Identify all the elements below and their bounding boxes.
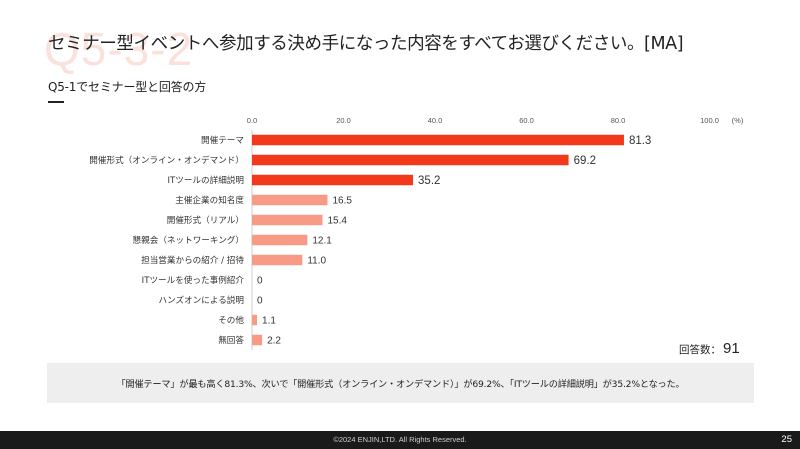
- bar-value-label: 16.5: [332, 196, 352, 207]
- x-tick-label: 100.0: [700, 116, 719, 125]
- category-label: ITツールを使った事例紹介: [142, 274, 245, 286]
- bar: [252, 194, 328, 206]
- category-label: 開催テーマ: [201, 134, 244, 146]
- category-label: 懇親会（ネットワーキング）: [133, 234, 244, 246]
- category-label: ITツールの詳細説明: [167, 174, 244, 186]
- page-title: セミナー型イベントへ参加する決め手になった内容をすべてお選びください。[MA]: [48, 34, 684, 54]
- category-label: 開催形式（リアル）: [167, 214, 244, 226]
- bar-value-label: 2.2: [267, 336, 281, 347]
- x-tick-label: 20.0: [336, 116, 351, 125]
- bar-chart: 0.0 20.0 40.0 60.0 80.0 100.0 (%) 開催テーマ 81.3 開催形式…: [89, 116, 744, 350]
- bar-value-label: 11.0: [307, 256, 326, 267]
- footer-bar: ©2024 ENJIN,LTD. All Rights Reserved. 25: [0, 431, 800, 449]
- category-label: 主催企業の知名度: [175, 194, 244, 206]
- bar: [252, 314, 258, 326]
- bar-value-label: 1.1: [262, 316, 276, 327]
- category-label: 担当営業からの紹介 / 招待: [141, 254, 244, 266]
- category-label: 無回答: [218, 334, 244, 346]
- category-label: ハンズオンによる説明: [158, 294, 244, 306]
- bar-value-label: 69.2: [574, 155, 596, 167]
- bar: [252, 234, 308, 246]
- bar-value-label: 81.3: [629, 135, 651, 147]
- watermark-question-number: Q5-3-2: [44, 23, 194, 75]
- respondent-count-value: 91: [723, 340, 740, 357]
- bar: [252, 174, 414, 186]
- bar: [252, 154, 569, 166]
- bar: [252, 134, 624, 146]
- category-label: その他: [218, 314, 244, 326]
- respondent-count-label: 回答数：: [679, 344, 721, 356]
- x-tick-label: 60.0: [519, 116, 534, 125]
- bar: [252, 254, 303, 266]
- summary-text: 「開催テーマ」が最も高く81.3%、次いで「開催形式（オンライン・オンデマンド）…: [116, 379, 685, 390]
- bar: [252, 334, 263, 346]
- x-tick-label: 80.0: [611, 116, 626, 125]
- category-label: 開催形式（オンライン・オンデマンド）: [89, 154, 244, 166]
- x-tick-label: 40.0: [428, 116, 443, 125]
- x-tick-label: 0.0: [247, 116, 257, 125]
- bar-value-label: 0: [257, 276, 263, 287]
- bar-value-label: 12.1: [312, 236, 332, 247]
- respondent-count: 回答数： 91: [679, 338, 740, 357]
- bar: [252, 214, 323, 226]
- bar-value-label: 35.2: [418, 175, 440, 187]
- copyright-text: ©2024 ENJIN,LTD. All Rights Reserved.: [333, 435, 467, 444]
- subtitle-underline: [48, 101, 64, 103]
- page-number: 25: [781, 434, 792, 445]
- summary-box: 「開催テーマ」が最も高く81.3%、次いで「開催形式（オンライン・オンデマンド）…: [47, 363, 754, 403]
- unit-label: (%): [732, 116, 744, 125]
- chart-subtitle: Q5-1でセミナー型と回答の方: [48, 80, 207, 94]
- bar-value-label: 15.4: [327, 216, 347, 227]
- bar-value-label: 0: [257, 296, 263, 307]
